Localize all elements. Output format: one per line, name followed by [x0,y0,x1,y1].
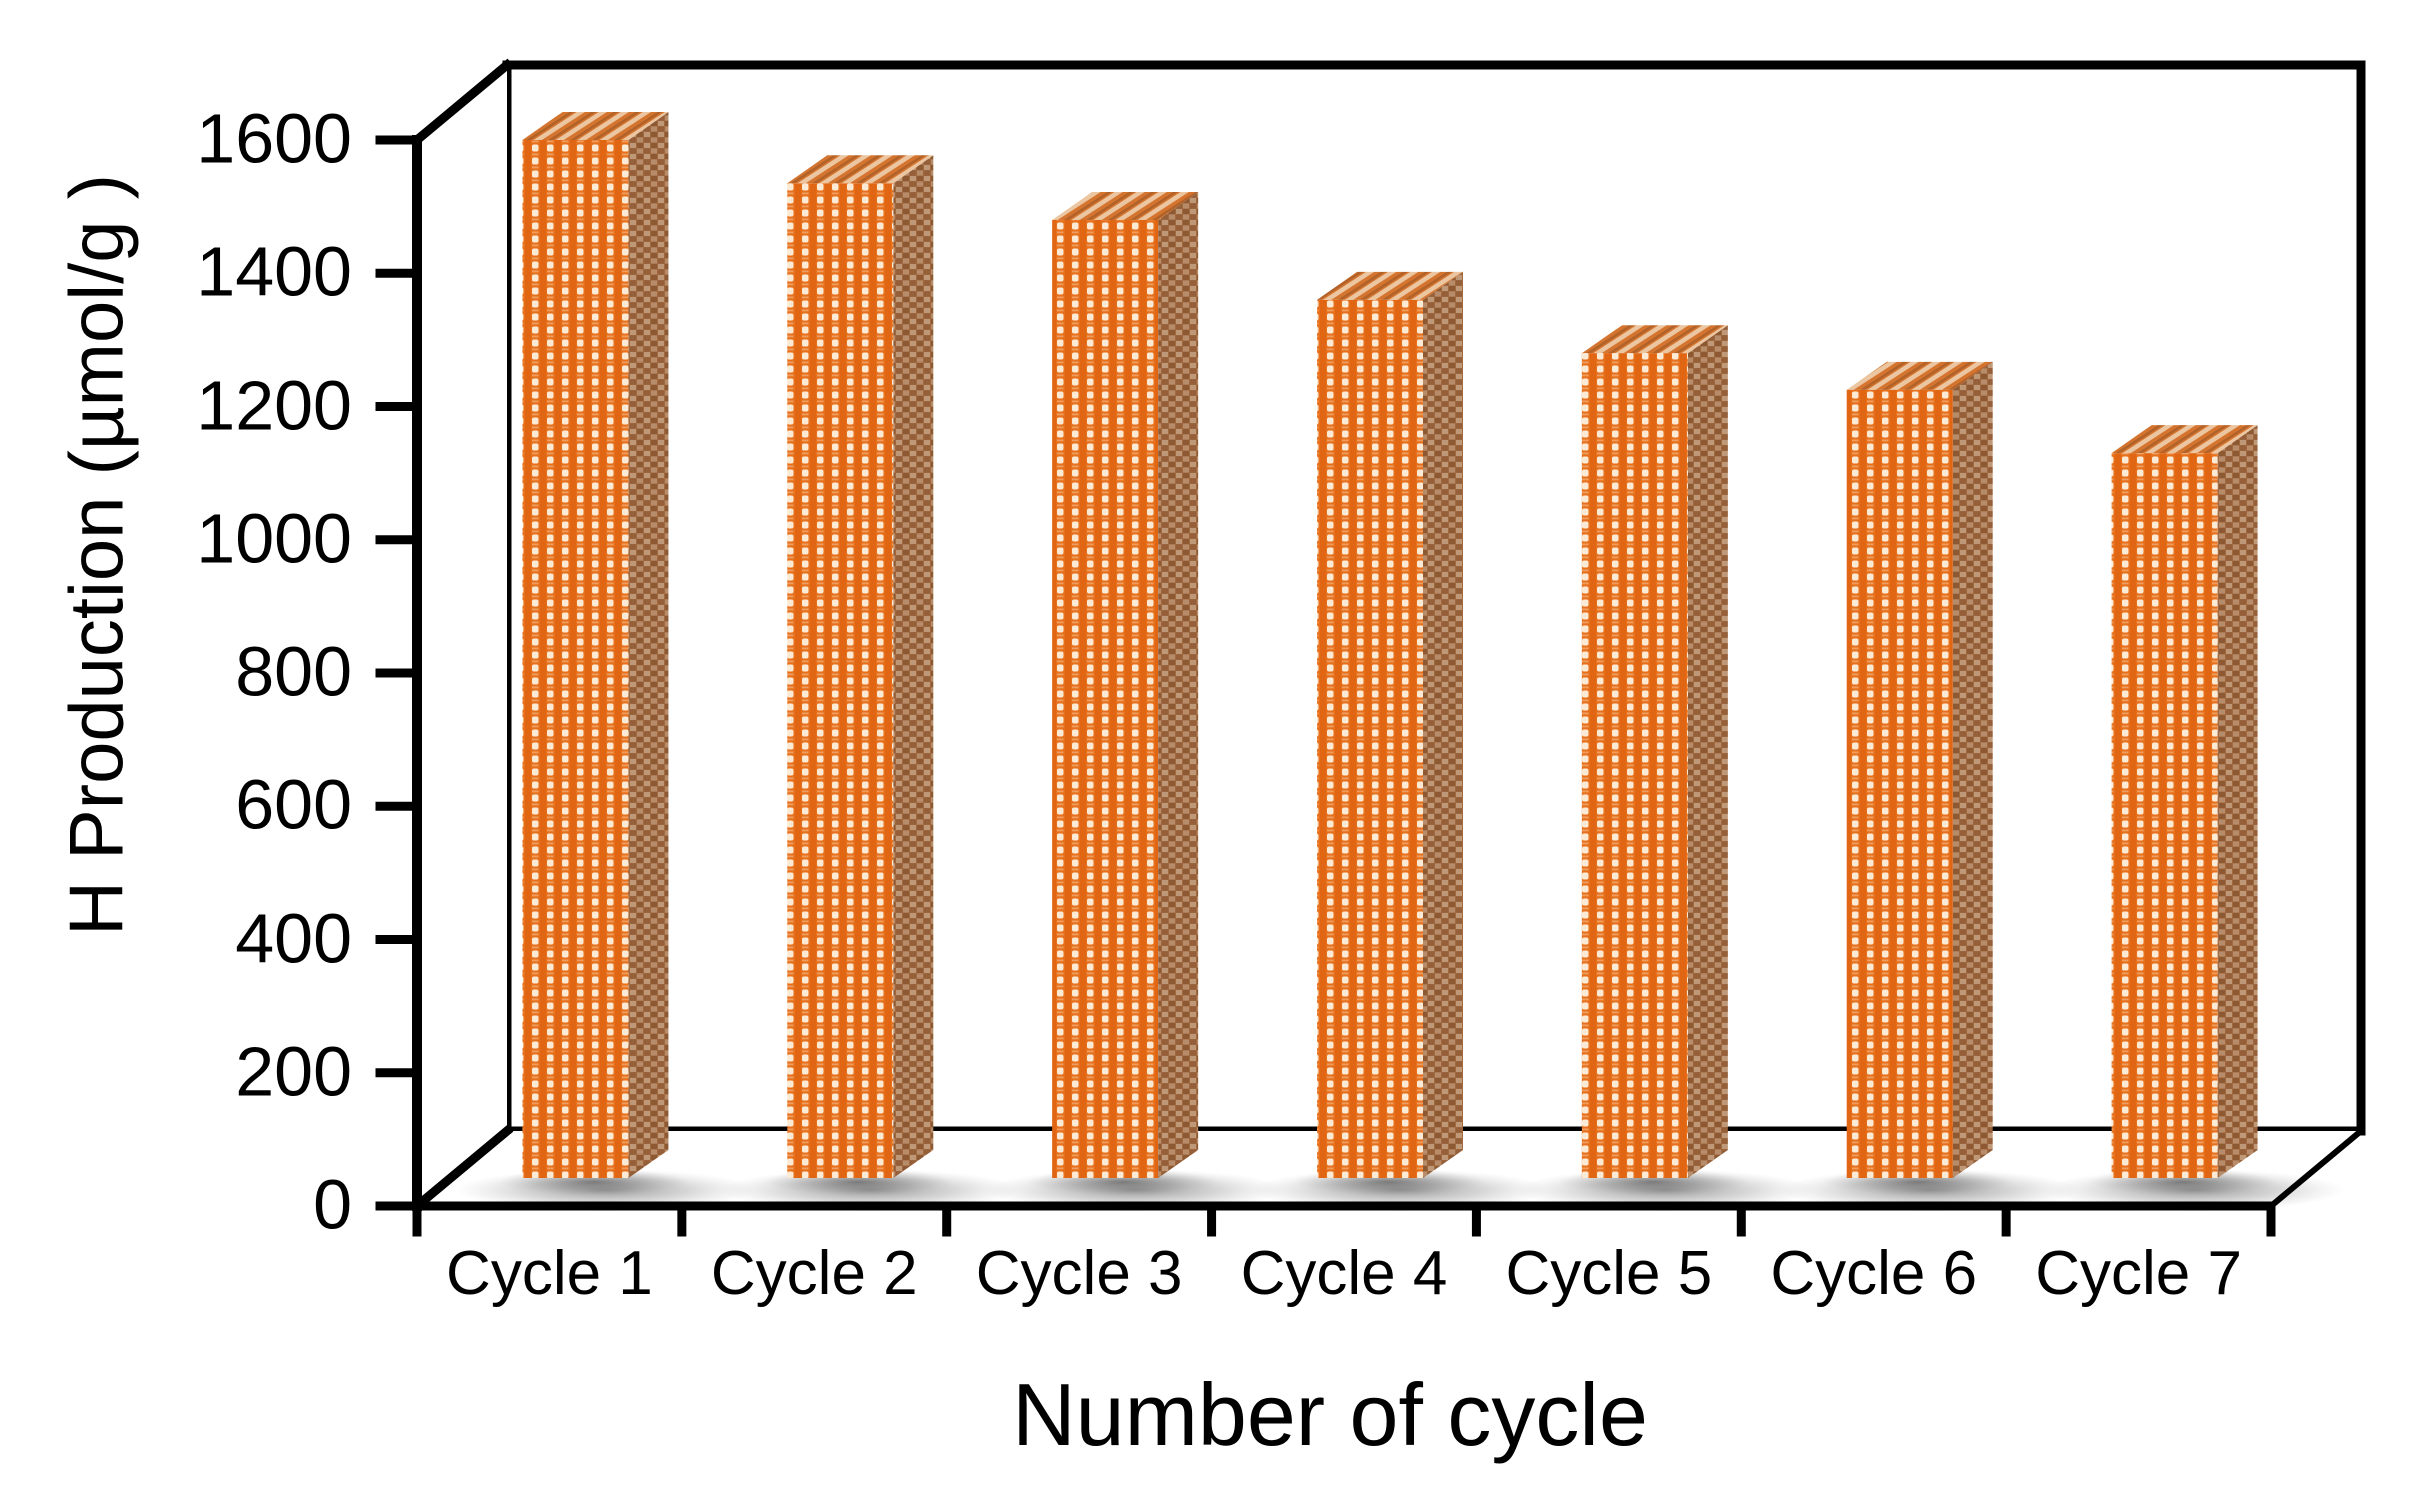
bar-front-face [522,140,629,1178]
y-tick-label: 400 [235,899,352,978]
y-tick-label: 1200 [196,366,352,445]
floor-back-left-edge [410,1124,514,1213]
bar-cycle-7 [2111,425,2258,1178]
y-axis-title: H Production (µmol/g ) [54,174,140,936]
x-category-label: Cycle 4 [1240,1239,1448,1308]
bar-top-face [1317,271,1463,300]
x-category-label: Cycle 3 [975,1239,1183,1308]
bar-side-face [893,155,934,1178]
x-category-label: Cycle 7 [2035,1239,2242,1308]
x-category-label: Cycle 5 [1505,1239,1713,1308]
x-category-label: Cycle 6 [1770,1239,1978,1308]
bar-top-face [2111,425,2258,454]
y-tick-label: 800 [235,632,352,711]
bar-side-face [1687,325,1728,1178]
bar-front-face [1581,353,1688,1178]
x-category-label: Cycle 2 [710,1239,918,1308]
bar-front-face [1846,389,1953,1178]
bar-top-face [1846,361,1993,390]
bar-side-face [1423,271,1463,1178]
y-tick-label: 1400 [196,232,352,311]
y-tick-label: 200 [235,1032,352,1111]
bar-side-face [1158,191,1199,1178]
y-tick-label: 600 [235,765,352,844]
bar-cycle-6 [1846,361,1993,1178]
bar-front-face [1317,299,1423,1178]
plot-side-wall [417,65,507,1206]
bar-cycle-3 [1052,191,1199,1178]
wall-top-left-edge [410,58,514,147]
bar-side-face [2217,425,2258,1178]
bar-side-face [1952,361,1993,1178]
bar-top-face [1052,191,1199,220]
bar-front-face [787,183,894,1178]
y-tick-label: 1600 [196,99,352,178]
bar-side-face [628,112,669,1178]
y-tick-label: 0 [313,1165,352,1244]
floor-right-edge [2266,1126,2366,1211]
bar-top-face [522,112,669,140]
x-axis-title: Number of cycle [1012,1365,1648,1464]
bar-top-face [787,155,934,184]
bar-cycle-4 [1317,271,1463,1178]
bar-cycle-1 [522,112,669,1178]
x-category-label: Cycle 1 [446,1239,653,1308]
bar-cycle-5 [1581,325,1728,1178]
y-tick-label: 1000 [196,499,352,578]
bar-cycle-2 [787,155,934,1178]
bar-front-face [1052,219,1159,1178]
bar-top-face [1581,325,1728,354]
bar-front-face [2111,453,2218,1178]
